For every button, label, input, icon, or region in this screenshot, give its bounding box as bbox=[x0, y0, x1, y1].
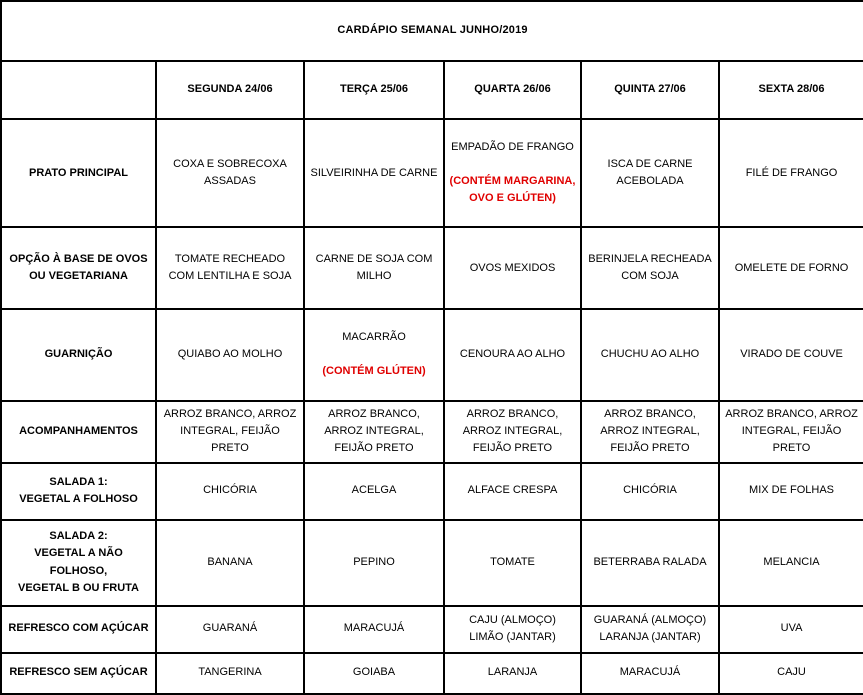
menu-cell: BETERRABA RALADA bbox=[580, 518, 720, 607]
menu-cell: BANANA bbox=[155, 518, 305, 607]
menu-row-salada-1: SALADA 1: VEGETAL A FOLHOSO CHICÓRIA ACE… bbox=[0, 461, 863, 521]
menu-row-prato-principal: PRATO PRINCIPAL COXA E SOBRECOXA ASSADAS… bbox=[0, 117, 863, 229]
menu-cell: TOMATE bbox=[443, 518, 582, 607]
day-header-tuesday: TERÇA 25/06 bbox=[303, 60, 445, 120]
menu-cell: ACELGA bbox=[303, 461, 445, 521]
menu-row-refresco-com-acucar: REFRESCO COM AÇÚCAR GUARANÁ MARACUJÁ CAJ… bbox=[0, 604, 863, 654]
day-header-row: SEGUNDA 24/06 TERÇA 25/06 QUARTA 26/06 Q… bbox=[0, 60, 863, 120]
menu-cell: MARACUJÁ bbox=[580, 651, 720, 695]
day-header-thursday: QUINTA 27/06 bbox=[580, 60, 720, 120]
menu-row-refresco-sem-acucar: REFRESCO SEM AÇÚCAR TANGERINA GOIABA LAR… bbox=[0, 651, 863, 695]
menu-cell: ISCA DE CARNE ACEBOLADA bbox=[580, 117, 720, 229]
allergen-note: (CONTÉM MARGARINA, OVO E GLÚTEN) bbox=[449, 175, 576, 205]
menu-cell: CAJU bbox=[717, 651, 863, 695]
menu-cell: TOMATE RECHEADO COM LENTILHA E SOJA bbox=[155, 226, 305, 311]
allergen-note: (CONTÉM GLÚTEN) bbox=[322, 365, 426, 378]
menu-cell: FILÉ DE FRANGO bbox=[717, 117, 863, 229]
row-label: OPÇÃO À BASE DE OVOS OU VEGETARIANA bbox=[0, 226, 157, 311]
menu-cell: ALFACE CRESPA bbox=[443, 461, 582, 521]
menu-row-salada-2: SALADA 2: VEGETAL A NÃO FOLHOSO, VEGETAL… bbox=[0, 518, 863, 607]
menu-cell: OMELETE DE FORNO bbox=[717, 226, 863, 311]
menu-cell: GUARANÁ bbox=[155, 604, 305, 654]
menu-row-opcao-vegetariana: OPÇÃO À BASE DE OVOS OU VEGETARIANA TOMA… bbox=[0, 226, 863, 311]
menu-cell: TANGERINA bbox=[155, 651, 305, 695]
menu-cell: MIX DE FOLHAS bbox=[717, 461, 863, 521]
row-label: PRATO PRINCIPAL bbox=[0, 117, 157, 229]
row-label: ACOMPANHAMENTOS bbox=[0, 399, 157, 464]
menu-cell: MARACUJÁ bbox=[303, 604, 445, 654]
menu-cell: CENOURA AO ALHO bbox=[443, 308, 582, 402]
row-label: REFRESCO COM AÇÚCAR bbox=[0, 604, 157, 654]
row-label: REFRESCO SEM AÇÚCAR bbox=[0, 651, 157, 695]
title-row: CARDÁPIO SEMANAL JUNHO/2019 bbox=[0, 0, 863, 62]
corner-cell bbox=[0, 60, 157, 120]
row-label: SALADA 1: VEGETAL A FOLHOSO bbox=[0, 461, 157, 521]
menu-cell: MELANCIA bbox=[717, 518, 863, 607]
menu-cell: CHICÓRIA bbox=[580, 461, 720, 521]
row-label: SALADA 2: VEGETAL A NÃO FOLHOSO, VEGETAL… bbox=[0, 518, 157, 607]
menu-cell: PEPINO bbox=[303, 518, 445, 607]
menu-cell: CAJU (ALMOÇO) LIMÃO (JANTAR) bbox=[443, 604, 582, 654]
menu-cell: COXA E SOBRECOXA ASSADAS bbox=[155, 117, 305, 229]
menu-cell: QUIABO AO MOLHO bbox=[155, 308, 305, 402]
menu-cell: ARROZ BRANCO, ARROZ INTEGRAL, FEIJÃO PRE… bbox=[717, 399, 863, 464]
menu-cell: CHICÓRIA bbox=[155, 461, 305, 521]
menu-cell: BERINJELA RECHEADA COM SOJA bbox=[580, 226, 720, 311]
menu-cell: SILVEIRINHA DE CARNE bbox=[303, 117, 445, 229]
menu-cell: LARANJA bbox=[443, 651, 582, 695]
menu-cell: ARROZ BRANCO, ARROZ INTEGRAL, FEIJÃO PRE… bbox=[580, 399, 720, 464]
menu-cell: EMPADÃO DE FRANGO (CONTÉM MARGARINA, OVO… bbox=[443, 117, 582, 229]
day-header-monday: SEGUNDA 24/06 bbox=[155, 60, 305, 120]
day-header-friday: SEXTA 28/06 bbox=[717, 60, 863, 120]
menu-cell: VIRADO DE COUVE bbox=[717, 308, 863, 402]
menu-cell: OVOS MEXIDOS bbox=[443, 226, 582, 311]
menu-cell: ARROZ BRANCO, ARROZ INTEGRAL, FEIJÃO PRE… bbox=[303, 399, 445, 464]
menu-cell-text: MACARRÃO bbox=[342, 331, 406, 344]
menu-cell: UVA bbox=[717, 604, 863, 654]
menu-cell: CARNE DE SOJA COM MILHO bbox=[303, 226, 445, 311]
menu-cell: ARROZ BRANCO, ARROZ INTEGRAL, FEIJÃO PRE… bbox=[155, 399, 305, 464]
menu-cell-text: EMPADÃO DE FRANGO bbox=[451, 141, 574, 154]
menu-cell: CHUCHU AO ALHO bbox=[580, 308, 720, 402]
page-title: CARDÁPIO SEMANAL JUNHO/2019 bbox=[0, 0, 863, 62]
menu-cell: GUARANÁ (ALMOÇO) LARANJA (JANTAR) bbox=[580, 604, 720, 654]
row-label: GUARNIÇÃO bbox=[0, 308, 157, 402]
menu-row-guarnicao: GUARNIÇÃO QUIABO AO MOLHO MACARRÃO (CONT… bbox=[0, 308, 863, 402]
day-header-wednesday: QUARTA 26/06 bbox=[443, 60, 582, 120]
menu-cell: ARROZ BRANCO, ARROZ INTEGRAL, FEIJÃO PRE… bbox=[443, 399, 582, 464]
menu-cell: MACARRÃO (CONTÉM GLÚTEN) bbox=[303, 308, 445, 402]
menu-row-acompanhamentos: ACOMPANHAMENTOS ARROZ BRANCO, ARROZ INTE… bbox=[0, 399, 863, 464]
menu-cell: GOIABA bbox=[303, 651, 445, 695]
